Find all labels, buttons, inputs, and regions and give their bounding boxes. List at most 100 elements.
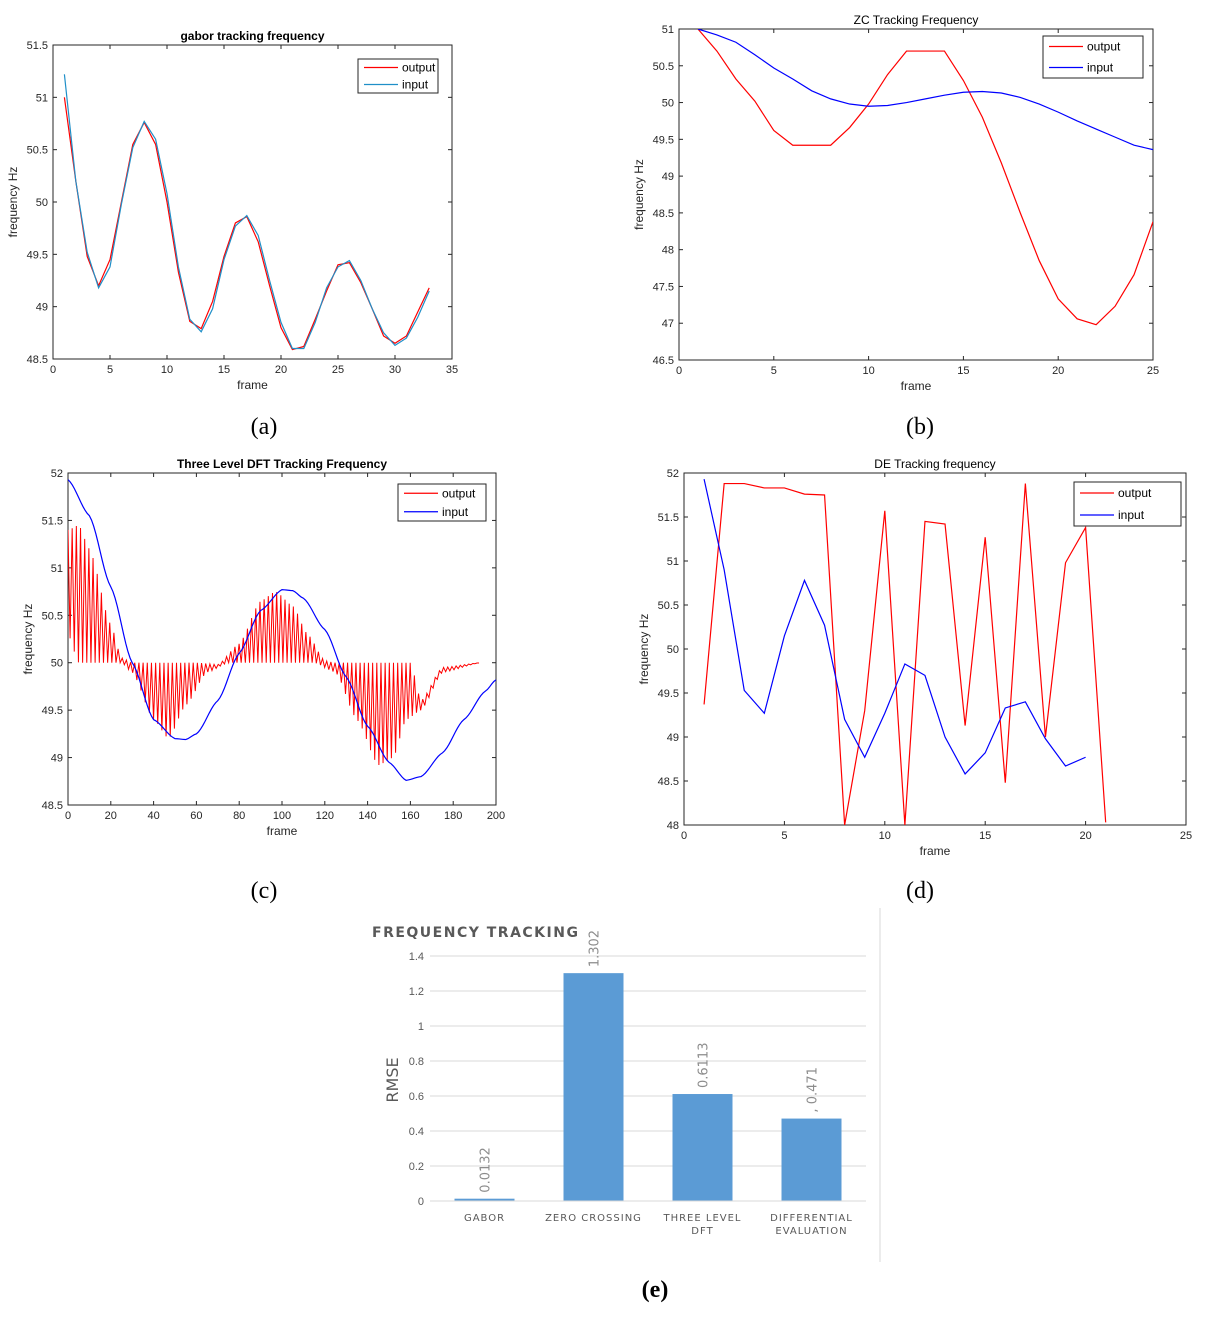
x-tick-label: 20 [1079,830,1091,842]
x-tick-label: 120 [316,810,334,822]
y-tick-label: 1.4 [409,951,424,963]
x-tick-label: 5 [107,364,113,376]
y-tick-label: 47 [662,318,674,330]
x-tick-label: 30 [389,364,401,376]
y-tick-label: 50.5 [42,610,63,622]
series-line-input [63,74,430,350]
y-tick-label: 52 [51,468,63,480]
y-axis-label: frequency Hz [637,614,651,685]
series-line-output [68,525,480,766]
y-tick-label: 46.5 [653,355,674,367]
x-axis-label: frame [237,378,268,392]
bar-value-label: 0.6113 [697,1043,712,1089]
x-tick-label: 15 [218,364,230,376]
x-tick-label: 80 [233,810,245,822]
legend-label-output: output [1118,486,1152,500]
y-tick-label: 51 [51,563,63,575]
y-tick-label: 52 [667,468,679,480]
chart-title: FREQUENCY TRACKING [372,925,579,941]
bar-2 [672,1094,733,1201]
x-tick-label: 25 [332,364,344,376]
category-label: DFT [691,1226,713,1237]
series-line-input [697,29,1153,151]
x-tick-label: 180 [444,810,462,822]
y-tick-label: 49.5 [653,134,674,146]
x-tick-label: 60 [190,810,202,822]
y-axis-label: frequency Hz [21,604,35,675]
plot-area [52,44,453,360]
y-tick-label: 50.5 [27,145,48,157]
chart-2: 0 20 40 60 80 100 120 140 160 180 200 48.5 49 49.5 50 5… [21,457,505,838]
x-tick-label: 0 [681,830,687,842]
y-tick-label: 0 [418,1196,424,1208]
caption-1: (b) [906,414,934,440]
y-tick-label: 50.5 [658,600,679,612]
y-tick-label: 51.5 [27,40,48,52]
y-tick-label: 48.5 [27,354,48,366]
series-group [68,479,496,781]
y-tick-label: 0.6 [409,1091,424,1103]
y-tick-label: 51.5 [42,515,63,527]
legend-box [1042,35,1144,79]
series-line-output [703,482,1107,825]
x-tick-label: 140 [358,810,376,822]
legend-box [357,58,439,94]
x-tick-label: 15 [957,365,969,377]
chart-4: 0 0.2 0.4 0.6 0.8 1 1.2 1.4 FREQUENCY TRACKING RM… [372,908,881,1262]
x-tick-label: 20 [275,364,287,376]
y-axis-label: RMSE [383,1057,402,1102]
category-label: DIFFERENTIAL [770,1213,853,1224]
y-tick-label: 51.5 [658,512,679,524]
series-line-input [68,479,496,781]
y-tick-label: 51 [662,24,674,36]
y-tick-label: 50 [667,644,679,656]
series-line-input [703,479,1086,775]
series-group [703,479,1107,825]
y-tick-label: 48.5 [658,776,679,788]
series-group [697,29,1153,326]
legend-box [397,483,487,522]
y-tick-label: 51 [36,92,48,104]
caption-3: (d) [906,878,934,904]
y-axis-label: frequency Hz [6,167,20,238]
chart-0: 0 5 10 15 20 25 30 35 48.5 49 49.5 50 50.5 51 51.5 gabo… [6,29,458,392]
plot-area [678,28,1154,361]
category-label: EVALUATION [775,1226,847,1237]
x-tick-label: 5 [781,830,787,842]
legend-label-input: input [1087,61,1114,75]
y-tick-label: 0.2 [409,1161,424,1173]
y-tick-label: 1.2 [409,986,424,998]
y-tick-label: 49 [667,732,679,744]
y-tick-label: 51 [667,556,679,568]
y-axis-label: frequency Hz [632,159,646,230]
chart-title: Three Level DFT Tracking Frequency [177,457,387,471]
category-label: GABOR [464,1213,505,1224]
y-tick-label: 50 [51,658,63,670]
x-tick-label: 25 [1180,830,1192,842]
bar-value-label: 1.302 [588,930,603,967]
legend-label-input: input [1118,508,1145,522]
x-tick-label: 20 [105,810,117,822]
legend-label-input: input [402,78,429,92]
bar-0 [454,1198,515,1201]
y-tick-label: 47.5 [653,281,674,293]
chart-title: DE Tracking frequency [874,457,995,471]
chart-1: 0 5 10 15 20 25 46.5 47 47.5 48 48.5 49 49.5 50 50.5 51… [632,13,1159,393]
x-tick-label: 200 [487,810,505,822]
legend-label-output: output [1087,40,1121,54]
y-tick-label: 50 [36,197,48,209]
bar-1 [563,973,624,1201]
y-tick-label: 49.5 [27,249,48,261]
x-tick-label: 5 [771,365,777,377]
caption-0: (a) [251,414,278,440]
x-tick-label: 10 [862,365,874,377]
x-tick-label: 100 [273,810,291,822]
x-tick-label: 10 [161,364,173,376]
legend-label-output: output [402,61,436,75]
x-tick-label: 160 [401,810,419,822]
legend-label-output: output [442,486,476,500]
y-tick-label: 50 [662,98,674,110]
y-tick-label: 49.5 [42,705,63,717]
bar-3 [781,1118,842,1201]
